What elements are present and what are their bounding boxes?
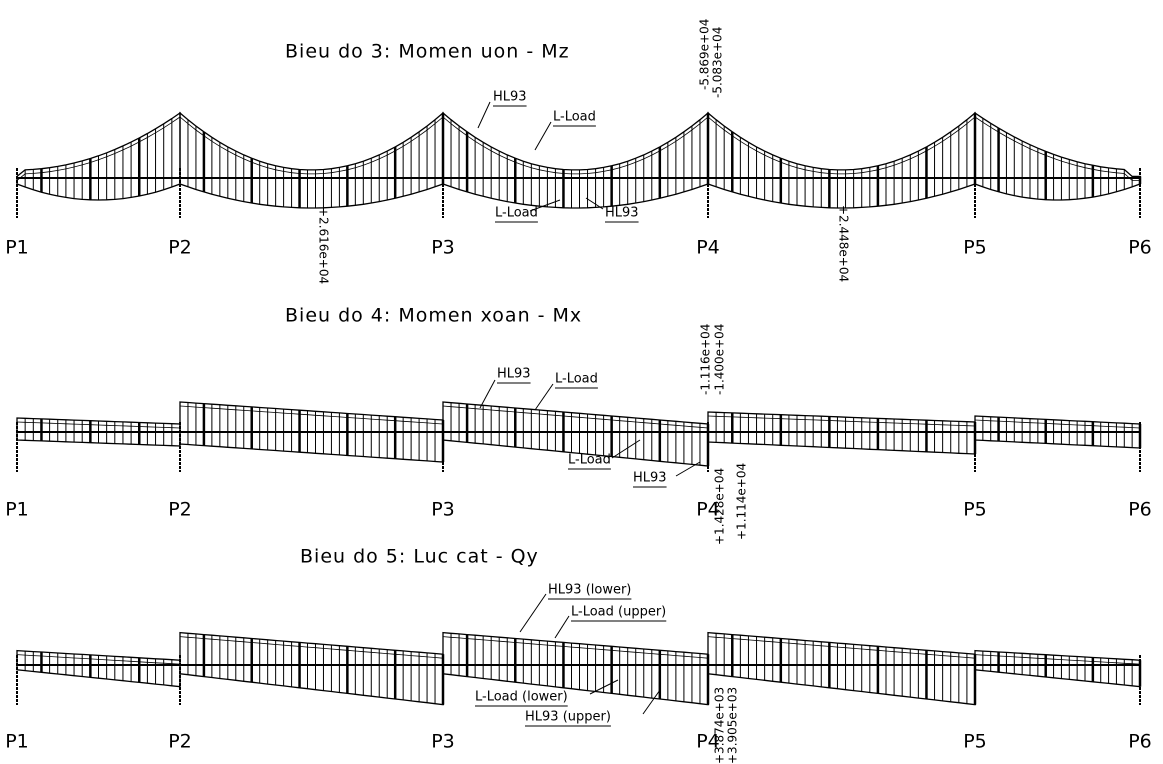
envelope-inner [179,116,444,175]
pier-label: P3 [431,731,455,753]
pier-label: P2 [168,237,192,259]
envelope-inner [974,419,1141,429]
load-label: HL93 [493,90,527,105]
envelope-inner [16,421,181,429]
envelope-inner [179,636,444,659]
value-label: +3.905e+03 [726,687,740,764]
pier-label: P6 [1128,237,1152,259]
leader [554,615,570,639]
envelope [16,417,181,447]
pier-label: P2 [168,499,192,521]
value-label: +1.114e+04 [735,463,749,540]
value-label: +3.874e+03 [713,687,727,764]
envelope-inner [442,405,709,429]
load-label: L-Load [568,453,611,468]
diagram-title: Bieu do 4: Momen xoan - Mx [285,305,582,327]
pier-label: P3 [431,237,455,259]
pier-label: P6 [1128,731,1152,753]
value-label: +2.448e+04 [837,205,851,282]
envelope-inner [707,116,976,175]
load-label: L-Load [555,372,598,387]
envelope [179,401,444,463]
leader [589,679,619,695]
leader [611,439,641,459]
load-label: HL93 [633,471,667,486]
envelope-inner [16,654,181,665]
pier-label: P5 [963,731,987,753]
pier-label: P1 [5,731,29,753]
diagram-title: Bieu do 5: Luc cat - Qy [300,546,539,568]
leader [519,593,547,633]
leader [642,689,661,715]
value-label: +1.428e+04 [713,468,727,545]
pier-label: P6 [1128,499,1152,521]
envelope [179,631,444,706]
value-label: -5.869e+04 [698,19,712,90]
envelope [707,411,976,455]
load-label: L-Load [553,110,596,125]
pier-label: P1 [5,499,29,521]
envelope-inner [442,116,709,175]
leader [479,379,496,409]
envelope-inner [974,116,1140,181]
value-label: -5.083e+04 [711,27,725,98]
envelope [16,649,181,688]
load-label: HL93 [497,367,531,382]
pier-label: P4 [696,731,720,753]
leader [529,199,561,212]
envelope-inner [974,654,1141,665]
envelope [442,631,709,706]
pier-label: P3 [431,499,455,521]
load-label: HL93 (upper) [525,710,611,725]
pier-label: P5 [963,237,987,259]
envelope-inner [442,636,709,659]
envelope-inner [179,405,444,425]
envelope-inner [707,415,976,427]
load-label: L-Load [495,206,538,221]
diagram-title: Bieu do 3: Momen uon - Mz [285,41,570,63]
value-label: -1.400e+04 [713,324,727,395]
leader [585,197,604,210]
value-label: +2.616e+04 [317,207,331,284]
value-label: -1.116e+04 [699,324,713,395]
leader [675,461,701,477]
envelope [974,649,1141,688]
load-label: HL93 (lower) [548,583,631,598]
envelope [442,401,709,467]
envelope-inner [16,116,181,181]
load-label: L-Load (lower) [475,690,568,705]
envelope [707,631,976,706]
leader [477,101,491,129]
pier-label: P1 [5,237,29,259]
pier-label: P4 [696,499,720,521]
envelope [974,111,1141,201]
pier-label: P4 [696,237,720,259]
pier-label: P5 [963,499,987,521]
pier-label: P2 [168,731,192,753]
load-label: HL93 [605,206,639,221]
leader [534,383,554,411]
leader [534,121,552,151]
envelope [974,415,1141,449]
load-label: L-Load (upper) [571,605,666,620]
envelope-inner [707,636,976,659]
